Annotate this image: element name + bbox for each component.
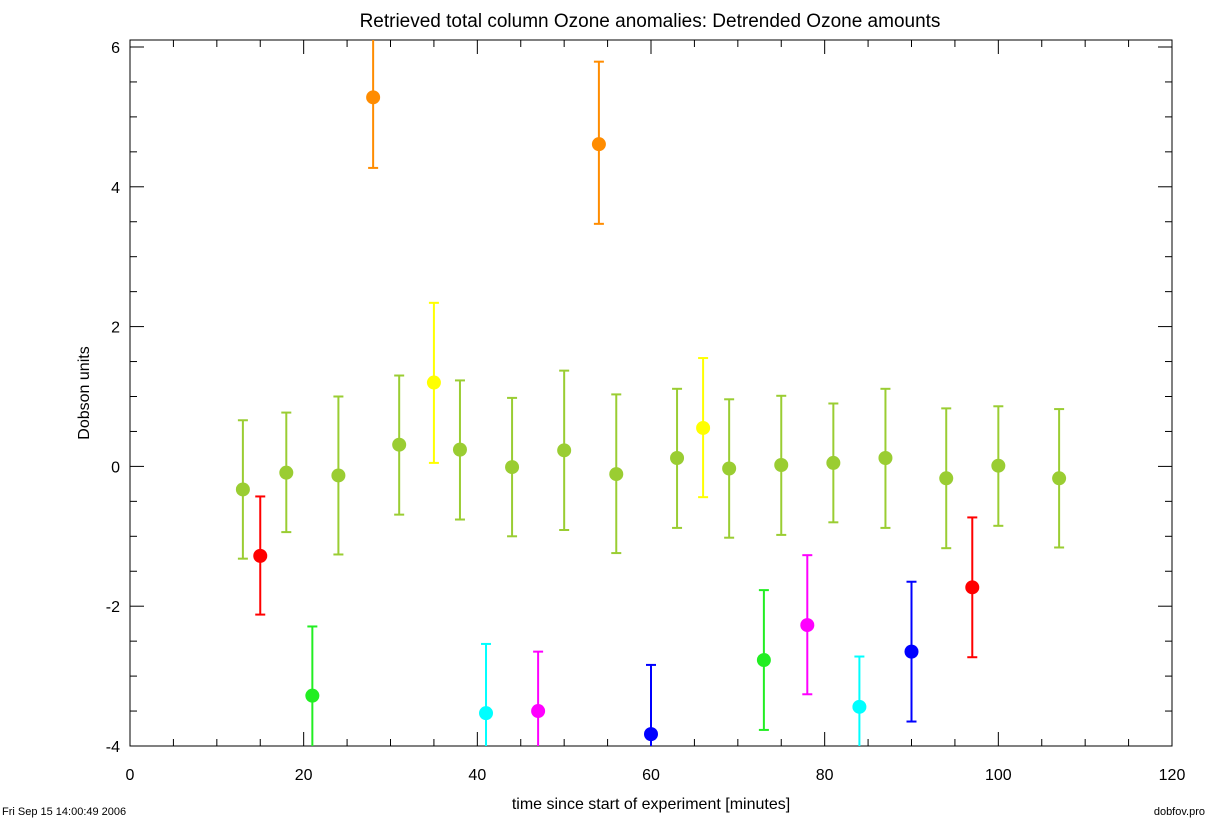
x-tick-label: 120	[1159, 767, 1186, 784]
data-point	[722, 461, 737, 476]
data-point	[366, 90, 381, 105]
footer-timestamp: Fri Sep 15 14:00:49 2006	[2, 806, 127, 818]
data-point	[531, 704, 546, 719]
y-axis-label: Dobson units	[76, 346, 93, 439]
error-bar	[854, 655, 865, 746]
data-point	[557, 443, 572, 458]
chart-title: Retrieved total column Ozone anomalies: …	[360, 11, 941, 32]
footer-program-name: dobfov.pro	[1153, 806, 1205, 818]
y-tick-label: 4	[111, 180, 120, 197]
data-point	[392, 437, 407, 452]
data-point	[939, 471, 954, 486]
data-point	[852, 699, 867, 714]
data-point	[505, 460, 520, 475]
y-tick-label: 0	[111, 459, 120, 476]
data-point	[696, 420, 711, 435]
plot-frame	[129, 39, 1173, 747]
data-point	[253, 548, 268, 563]
data-point	[426, 375, 441, 390]
data-point	[991, 458, 1006, 473]
x-tick-label: 80	[816, 767, 834, 784]
data-point	[235, 482, 250, 497]
data-point	[305, 688, 320, 703]
error-bar	[646, 663, 656, 746]
data-point	[609, 467, 624, 482]
data-point	[331, 468, 346, 483]
data-point	[279, 465, 294, 480]
data-point	[826, 455, 841, 470]
data-point	[756, 653, 771, 668]
x-tick-label: 40	[468, 767, 486, 784]
x-tick-label: 20	[295, 767, 313, 784]
x-tick-label: 0	[126, 767, 135, 784]
y-tick-label: 2	[111, 320, 120, 337]
data-point	[591, 137, 606, 152]
data-point	[670, 451, 685, 466]
data-point	[644, 727, 658, 742]
data-point	[774, 457, 789, 472]
data-point	[479, 706, 494, 721]
y-tick-label: -2	[106, 599, 120, 616]
data-point	[800, 618, 815, 633]
y-tick-label: -4	[106, 739, 120, 756]
data-point	[965, 580, 980, 595]
data-point	[904, 644, 919, 659]
y-tick-label: 6	[111, 40, 120, 57]
data-point	[878, 451, 893, 466]
data-point	[452, 442, 467, 457]
data-point	[1052, 471, 1067, 486]
x-tick-label: 60	[642, 767, 660, 784]
x-tick-label: 100	[985, 767, 1012, 784]
x-axis-label: time since start of experiment [minutes]	[512, 796, 790, 813]
